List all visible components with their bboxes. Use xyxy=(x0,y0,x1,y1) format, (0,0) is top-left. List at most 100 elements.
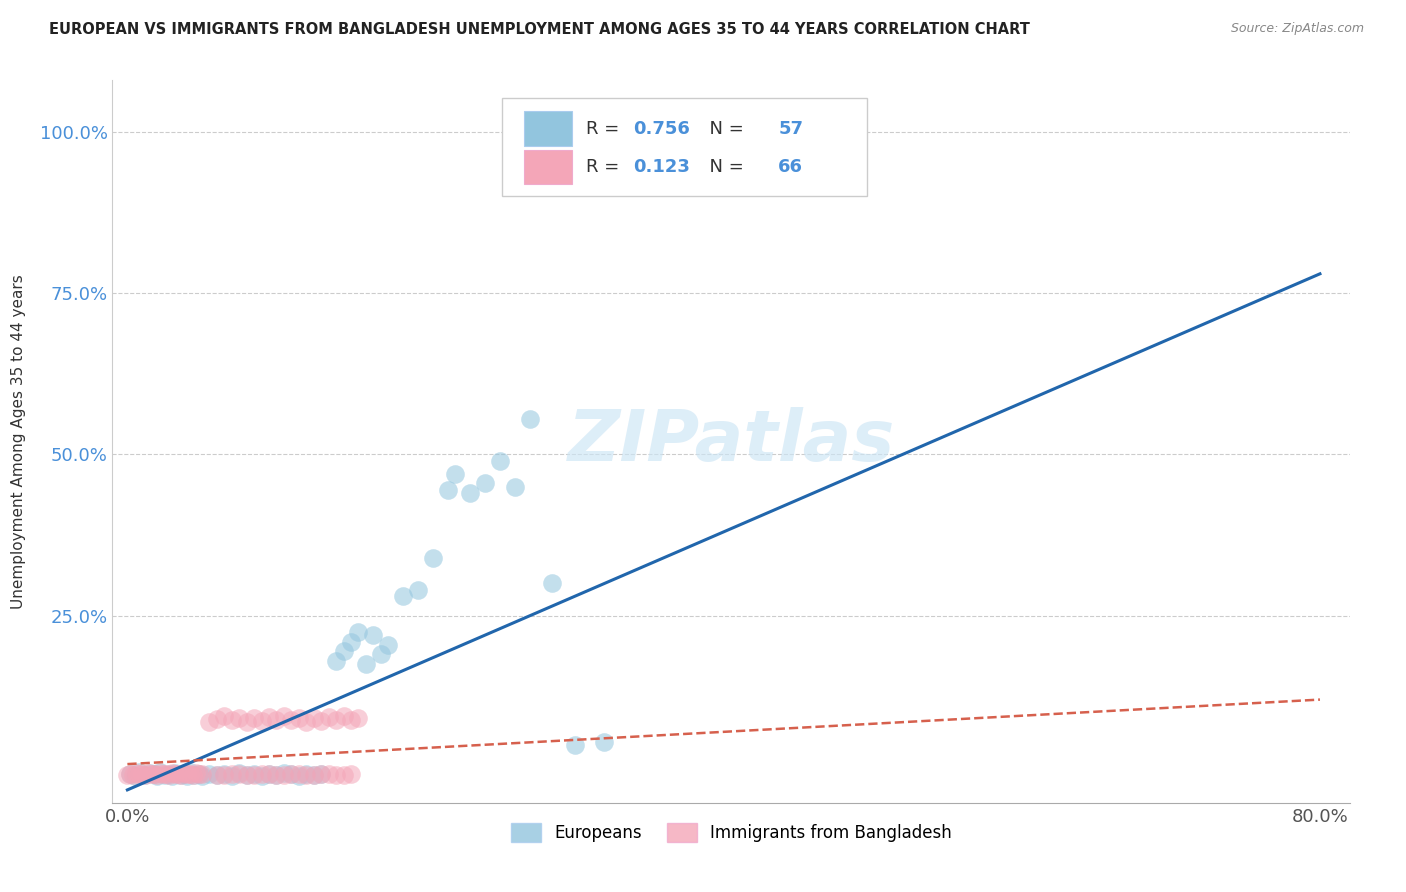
Point xyxy=(143,766,166,780)
Point xyxy=(519,412,541,426)
Point xyxy=(340,634,363,648)
Point xyxy=(347,711,370,725)
Text: R =: R = xyxy=(586,120,626,137)
Point xyxy=(124,769,146,783)
Point xyxy=(205,768,228,782)
Bar xyxy=(524,112,571,146)
Point xyxy=(347,624,370,639)
Point xyxy=(160,766,183,780)
Point xyxy=(288,767,311,781)
Point xyxy=(128,764,150,779)
Text: 0.756: 0.756 xyxy=(633,120,690,137)
Text: 57: 57 xyxy=(778,120,803,137)
Y-axis label: Unemployment Among Ages 35 to 44 years: Unemployment Among Ages 35 to 44 years xyxy=(11,274,25,609)
Point xyxy=(128,767,150,781)
Point xyxy=(167,766,190,780)
Text: Source: ZipAtlas.com: Source: ZipAtlas.com xyxy=(1230,22,1364,36)
Point xyxy=(243,768,266,782)
Text: R =: R = xyxy=(586,158,626,176)
Text: ZIPatlas: ZIPatlas xyxy=(568,407,894,476)
Point xyxy=(169,768,191,782)
Point xyxy=(179,764,201,779)
Point xyxy=(332,768,354,782)
Point xyxy=(235,714,257,729)
Point xyxy=(564,738,586,752)
Point xyxy=(141,767,163,781)
Point xyxy=(541,576,564,591)
Point xyxy=(250,769,273,783)
Point xyxy=(170,768,193,782)
Point xyxy=(280,767,302,781)
Point xyxy=(593,734,616,748)
Point xyxy=(205,768,228,782)
Point xyxy=(295,714,318,729)
Point xyxy=(120,766,142,780)
Point xyxy=(266,713,288,727)
Point xyxy=(250,714,273,728)
Point xyxy=(340,713,363,727)
Point xyxy=(243,711,266,725)
Point xyxy=(187,766,209,780)
Point xyxy=(250,767,273,781)
Point xyxy=(191,769,214,783)
Point xyxy=(181,768,204,782)
Text: 66: 66 xyxy=(778,158,803,176)
Text: 0.123: 0.123 xyxy=(633,158,690,176)
Point xyxy=(117,768,139,782)
Point xyxy=(257,767,280,781)
Point xyxy=(325,713,347,727)
Point xyxy=(125,766,148,780)
Point xyxy=(325,768,347,782)
Point xyxy=(221,767,243,781)
Point xyxy=(288,769,311,783)
Point xyxy=(184,766,207,780)
Point xyxy=(288,711,311,725)
Point xyxy=(139,766,162,780)
Point xyxy=(302,711,325,725)
Point xyxy=(332,709,354,723)
Point xyxy=(318,710,340,724)
Point xyxy=(503,480,526,494)
Point xyxy=(149,766,172,780)
Point xyxy=(146,769,169,783)
Point xyxy=(165,766,187,780)
Point xyxy=(295,768,318,782)
Point xyxy=(176,769,198,783)
Point xyxy=(295,766,318,780)
Point xyxy=(302,768,325,782)
Point xyxy=(257,710,280,724)
Point xyxy=(422,550,444,565)
Point xyxy=(214,768,236,782)
Point xyxy=(363,628,385,642)
Point xyxy=(235,768,257,782)
Point xyxy=(221,769,243,783)
Point xyxy=(340,767,363,781)
Point xyxy=(273,768,295,782)
Point xyxy=(280,713,302,727)
Point xyxy=(187,767,209,781)
Point xyxy=(149,765,172,780)
Point xyxy=(354,657,377,672)
Point xyxy=(273,766,295,780)
Point xyxy=(302,768,325,782)
Point xyxy=(173,766,195,780)
Point xyxy=(474,476,496,491)
Point xyxy=(122,768,145,782)
Point xyxy=(266,768,288,782)
Point xyxy=(153,768,176,782)
Point xyxy=(179,766,201,780)
Point xyxy=(280,767,302,781)
Point xyxy=(214,708,236,723)
Point xyxy=(136,766,159,780)
Point xyxy=(157,766,180,780)
Point xyxy=(134,768,156,782)
Point xyxy=(377,638,399,652)
Point xyxy=(155,766,177,780)
Point xyxy=(143,767,166,781)
Point xyxy=(146,768,169,782)
Legend: Europeans, Immigrants from Bangladesh: Europeans, Immigrants from Bangladesh xyxy=(503,816,959,848)
Point xyxy=(444,467,467,481)
Point xyxy=(134,768,156,782)
Point xyxy=(152,767,174,781)
Point xyxy=(214,766,236,780)
